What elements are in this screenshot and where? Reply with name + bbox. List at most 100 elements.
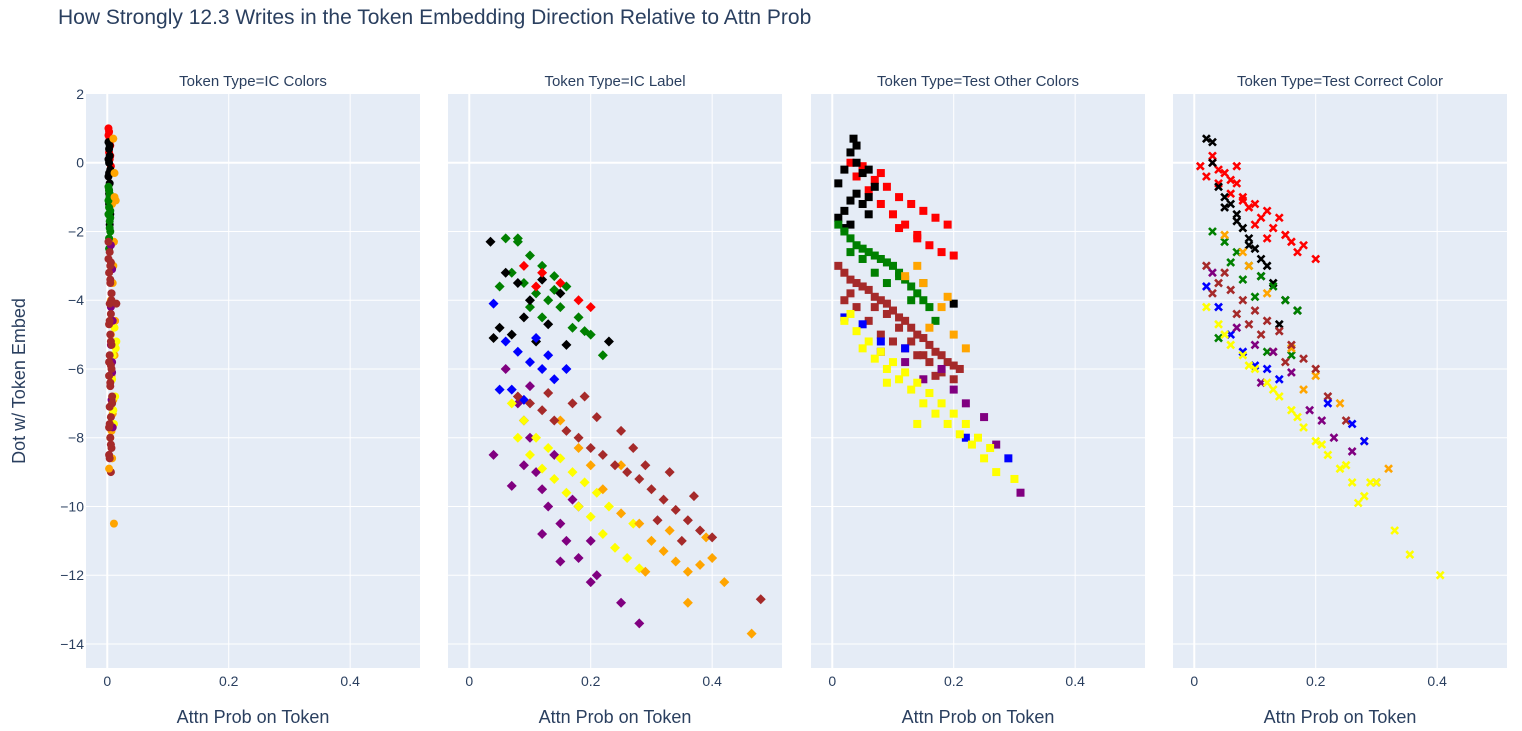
panel-1: Token Type=IC Colors 0 0.2 0.4 Attn Prob on …: [60, 73, 420, 727]
point-yellow: [974, 433, 982, 442]
point-black: [840, 165, 849, 174]
panels: Token Type=IC Colors 0 0.2 0.4 Attn Prob on …: [60, 73, 1507, 727]
point-brown: [670, 504, 681, 515]
x-tick-label: 0.4: [1065, 673, 1085, 689]
point-red: [585, 302, 596, 313]
point-purple: [1329, 433, 1339, 443]
point-brown: [106, 275, 115, 284]
point-black: [1220, 192, 1230, 202]
point-brown: [1323, 392, 1333, 401]
point-brown: [1232, 309, 1242, 319]
point-orange: [597, 484, 608, 495]
point-green: [852, 241, 861, 250]
point-brown: [925, 358, 934, 367]
point-black: [864, 193, 873, 202]
point-purple: [1016, 488, 1025, 497]
point-green: [1208, 227, 1217, 236]
point-yellow: [512, 432, 523, 443]
y-tick-label: −14: [60, 636, 84, 652]
point-brown: [108, 399, 117, 408]
point-red: [876, 169, 885, 178]
point-purple: [524, 432, 535, 443]
point-purple: [524, 381, 535, 392]
point-red: [1238, 192, 1248, 202]
point-yellow: [1435, 570, 1445, 580]
point-blue: [549, 374, 560, 385]
point-orange: [1335, 398, 1345, 408]
point-red: [1226, 189, 1236, 199]
x-tick-label: 0.2: [944, 673, 964, 689]
x-tick-label: 0.4: [702, 673, 722, 689]
point-brown: [907, 337, 916, 346]
point-orange: [682, 566, 693, 577]
point-green: [543, 295, 554, 306]
point-yellow: [864, 337, 873, 346]
point-brown: [1244, 319, 1254, 329]
point-yellow: [567, 467, 578, 478]
point-brown: [634, 473, 645, 484]
point-brown: [591, 412, 602, 423]
point-orange: [110, 193, 119, 202]
point-red: [1262, 206, 1272, 216]
point-yellow: [1323, 450, 1333, 460]
point-black: [852, 141, 861, 150]
point-yellow: [537, 463, 548, 474]
point-brown: [1262, 316, 1272, 326]
point-blue: [494, 384, 505, 395]
point-brown: [888, 306, 897, 315]
chart-title: How Strongly 12.3 Writes in the Token Em…: [58, 6, 811, 29]
point-red: [1232, 178, 1242, 188]
point-red: [864, 186, 873, 195]
point-black: [1256, 254, 1266, 264]
point-yellow: [876, 347, 885, 356]
point-yellow: [524, 449, 535, 460]
point-orange: [640, 566, 651, 577]
point-black: [1262, 261, 1272, 271]
point-brown: [640, 460, 651, 471]
point-orange: [664, 525, 675, 536]
point-blue: [512, 346, 523, 357]
point-brown: [1226, 285, 1236, 295]
point-blue: [500, 336, 511, 347]
point-red: [1262, 233, 1272, 243]
point-green: [858, 244, 867, 253]
point-brown: [664, 467, 675, 478]
point-brown: [658, 494, 669, 505]
point-blue: [488, 298, 499, 309]
point-brown: [106, 433, 115, 442]
point-blue: [1359, 436, 1369, 446]
point-purple: [518, 460, 529, 471]
point-brown: [652, 515, 663, 526]
point-green: [512, 233, 523, 244]
point-black: [555, 288, 566, 299]
point-purple: [961, 399, 970, 408]
point-blue: [543, 350, 554, 361]
point-purple: [992, 440, 1001, 449]
point-brown: [549, 415, 560, 426]
plot-background: [811, 94, 1145, 668]
point-brown: [1274, 326, 1284, 336]
point-red: [1195, 161, 1205, 171]
point-orange: [646, 535, 657, 546]
point-yellow: [1262, 378, 1272, 388]
point-brown: [1201, 261, 1211, 271]
point-brown: [888, 337, 897, 346]
point-yellow: [518, 415, 529, 426]
point-orange: [616, 460, 627, 471]
point-yellow: [913, 419, 922, 428]
point-yellow: [870, 354, 879, 363]
point-yellow: [967, 440, 976, 449]
y-tick-label: 0: [76, 155, 84, 171]
point-black: [846, 220, 855, 229]
point-yellow: [1347, 477, 1357, 487]
point-orange: [901, 272, 910, 281]
point-red: [1214, 165, 1223, 175]
x-tick-label: 0.2: [581, 673, 601, 689]
x-tick-label: 0.4: [340, 673, 360, 689]
point-black: [864, 210, 873, 219]
point-brown: [107, 364, 116, 373]
point-yellow: [561, 487, 572, 498]
point-yellow: [1287, 405, 1296, 415]
point-red: [1220, 168, 1230, 178]
point-black: [488, 333, 499, 344]
